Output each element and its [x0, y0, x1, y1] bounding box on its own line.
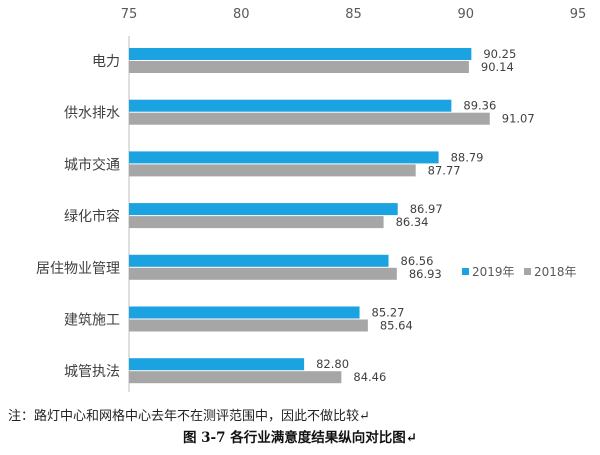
x-tick-label: 75	[121, 7, 138, 22]
legend-label: 2018年	[534, 265, 577, 279]
bar-series1	[129, 254, 389, 267]
legend-swatch	[462, 268, 469, 275]
category-label: 居住物业管理	[36, 261, 120, 277]
legend-label: 2019年	[472, 265, 515, 279]
data-label: 86.56	[401, 254, 434, 268]
data-label: 85.64	[380, 319, 413, 333]
category-label: 电力	[92, 54, 120, 70]
bar-series2	[129, 164, 416, 177]
figure-caption: 图 3-7 各行业满意度结果纵向对比图↵	[182, 430, 418, 446]
category-label: 建筑施工	[64, 313, 120, 329]
bar-series1	[129, 151, 439, 164]
category-label: 城市交通	[64, 156, 120, 173]
bar-series2	[129, 216, 384, 229]
bar-series1	[129, 306, 360, 319]
x-tick-label: 90	[457, 7, 474, 22]
category-label: 供水排水	[64, 106, 120, 122]
data-label: 86.34	[396, 215, 429, 229]
bar-series1	[129, 48, 472, 60]
data-label: 88.79	[451, 150, 484, 164]
data-label: 82.80	[316, 357, 349, 371]
bar-series2	[129, 61, 469, 73]
bar-series2	[129, 319, 368, 332]
data-label: 89.36	[463, 99, 496, 113]
bar-series1	[129, 358, 305, 371]
data-label: 87.77	[428, 163, 461, 177]
data-label: 85.27	[372, 306, 405, 320]
bar-series1	[129, 203, 398, 216]
x-tick-label: 85	[345, 7, 362, 22]
legend-swatch	[524, 268, 531, 275]
category-label: 绿化市容	[64, 208, 120, 225]
data-label: 84.46	[353, 370, 386, 384]
x-tick-label: 80	[233, 7, 250, 22]
bar-series2	[129, 267, 397, 280]
data-label: 90.14	[481, 60, 514, 74]
data-label: 86.93	[409, 267, 442, 281]
bar-series1	[129, 99, 452, 112]
data-label: 86.97	[410, 202, 443, 216]
category-label: 城管执法	[64, 364, 120, 380]
data-label: 91.07	[502, 112, 535, 126]
data-label: 90.25	[483, 47, 516, 61]
footnote: 注：路灯中心和网格中心去年不在测评范围中，因此不做比较↵	[8, 409, 370, 424]
x-tick-label: 95	[570, 7, 587, 22]
bar-series2	[129, 371, 342, 384]
bar-series2	[129, 112, 490, 125]
